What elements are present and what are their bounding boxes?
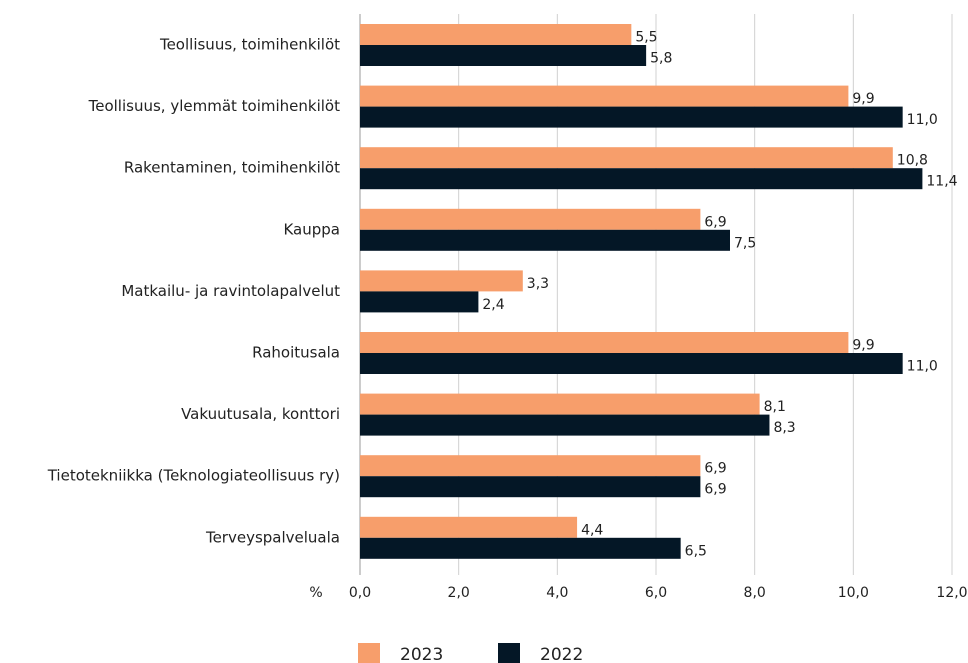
bar [360,168,923,190]
x-tick-label: 2,0 [448,585,470,601]
bar [360,85,849,107]
x-tick-label: 12,0 [936,585,967,601]
bar [360,537,681,559]
bar [360,455,701,477]
value-label: 8,1 [764,399,786,415]
value-label: 4,4 [581,522,603,538]
bar [360,24,632,45]
value-label: 6,9 [704,482,726,498]
x-tick-label: 8,0 [744,585,766,601]
value-label: 11,4 [926,174,957,190]
y-tick-label: Teollisuus, ylemmät toimihenkilöt [88,97,340,115]
x-tick-label: 6,0 [645,585,667,601]
value-label: 9,9 [852,91,874,107]
x-tick-label: 10,0 [838,585,869,601]
bar [360,516,578,538]
bar [360,476,701,498]
bar [360,291,479,313]
value-label: 5,8 [650,51,672,67]
legend-swatch [498,643,520,663]
bar [360,229,730,251]
y-tick-label: Teollisuus, toimihenkilöt [159,36,340,54]
value-label: 2,4 [482,297,504,313]
value-label: 8,3 [773,420,795,436]
bar [360,332,849,353]
bar [360,147,893,169]
value-label: 11,0 [907,359,938,375]
bar [360,208,701,230]
value-label: 11,0 [907,112,938,128]
value-label: 10,8 [897,153,928,169]
bar [360,393,760,415]
bar [360,353,903,374]
value-label: 7,5 [734,235,756,251]
x-tick-label: 0,0 [349,585,371,601]
bar [360,45,647,66]
y-tick-label: Rakentaminen, toimihenkilöt [124,159,340,177]
value-label: 6,9 [704,461,726,477]
y-tick-label: Tietotekniikka (Teknologiateollisuus ry) [47,467,340,485]
x-tick-label: 4,0 [546,585,568,601]
bar [360,414,770,436]
y-tick-label: Terveyspalveluala [205,528,340,546]
value-label: 6,5 [685,543,707,559]
legend-label: 2022 [540,645,583,663]
x-axis-label: % [309,585,322,601]
y-tick-label: Vakuutusala, konttori [181,405,340,423]
y-tick-label: Kauppa [283,220,340,238]
value-label: 3,3 [527,276,549,292]
y-tick-label: Rahoitusala [252,344,340,362]
value-label: 5,5 [635,30,657,46]
value-label: 6,9 [704,214,726,230]
legend-swatch [358,643,380,663]
legend-label: 2023 [400,645,443,663]
y-tick-label: Matkailu- ja ravintolapalvelut [121,282,340,300]
value-label: 9,9 [852,338,874,354]
bar [360,106,903,128]
bar [360,270,523,292]
